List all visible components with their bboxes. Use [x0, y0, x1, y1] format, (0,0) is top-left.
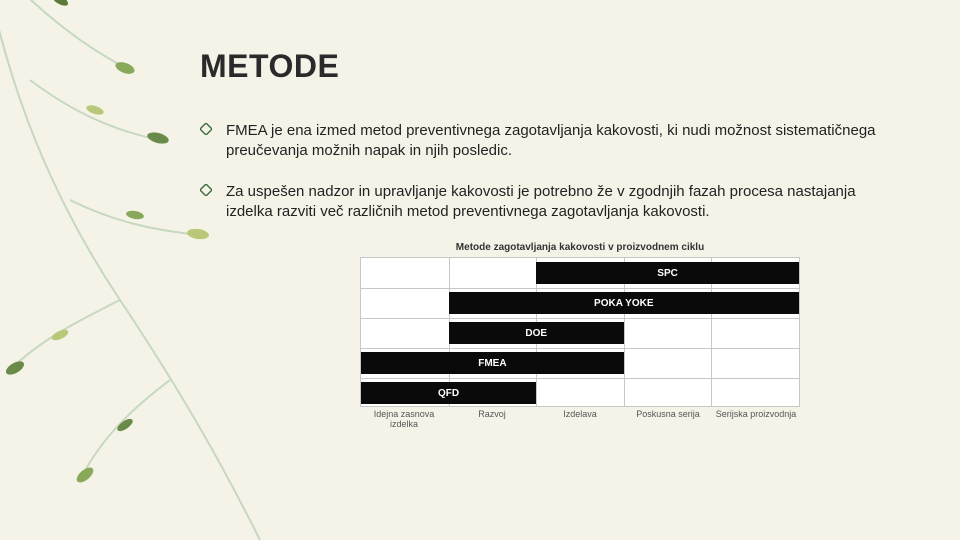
slide-content: METODE FMEA je ena izmed metod preventiv…: [0, 0, 960, 430]
chart-grid-hline: [361, 318, 799, 319]
chart-x-label: Izdelava: [536, 407, 624, 430]
chart-bar: DOE: [449, 322, 624, 344]
chart-bar: SPC: [536, 262, 799, 284]
chart-grid-hline: [361, 348, 799, 349]
chart-x-label: Poskusna serija: [624, 407, 712, 430]
page-title: METODE: [200, 48, 890, 85]
bullet-item: Za uspešen nadzor in upravljanje kakovos…: [200, 182, 890, 223]
chart-bar: POKA YOKE: [449, 292, 799, 314]
chart-x-axis-labels: Idejna zasnova izdelkaRazvojIzdelavaPosk…: [360, 407, 800, 430]
methods-gantt-chart: Metode zagotavljanja kakovosti v proizvo…: [360, 242, 800, 430]
diamond-bullet-icon: [200, 123, 212, 135]
chart-x-label: Razvoj: [448, 407, 536, 430]
chart-grid-hline: [361, 378, 799, 379]
bullet-list: FMEA je ena izmed metod preventivnega za…: [200, 121, 890, 222]
chart-grid-hline: [361, 288, 799, 289]
chart-bar: FMEA: [361, 352, 624, 374]
bullet-text: Za uspešen nadzor in upravljanje kakovos…: [226, 183, 856, 220]
diamond-bullet-icon: [200, 184, 212, 196]
chart-x-label: Serijska proizvodnja: [712, 407, 800, 430]
chart-x-label: Idejna zasnova izdelka: [360, 407, 448, 430]
chart-bar: QFD: [361, 382, 536, 404]
bullet-text: FMEA je ena izmed metod preventivnega za…: [226, 122, 876, 159]
chart-grid: SPC POKA YOKE DOE FMEA QFD: [360, 257, 800, 407]
chart-title: Metode zagotavljanja kakovosti v proizvo…: [360, 242, 800, 253]
bullet-item: FMEA je ena izmed metod preventivnega za…: [200, 121, 890, 162]
